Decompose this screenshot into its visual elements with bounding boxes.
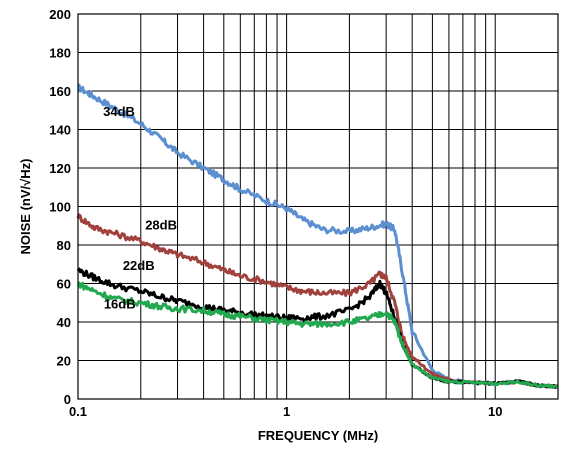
y-tick-label: 180 xyxy=(49,46,71,61)
y-tick-label: 80 xyxy=(57,238,71,253)
y-tick-label: 160 xyxy=(49,84,71,99)
grid-lines xyxy=(77,13,559,400)
x-tick-label: 1 xyxy=(283,404,290,419)
y-tick-label: 20 xyxy=(57,354,71,369)
y-tick-label: 0 xyxy=(64,392,71,407)
series-labels: 34dB 28dB 22dB 16dB xyxy=(103,104,177,312)
y-axis-title: NOISE (nV/√Hz) xyxy=(18,159,33,255)
y-tick-label: 40 xyxy=(57,315,71,330)
plot-frame xyxy=(77,13,559,400)
series-label-28dB: 28dB xyxy=(145,218,177,233)
y-tick-label: 140 xyxy=(49,123,71,138)
y-tick-label: 200 xyxy=(49,7,71,22)
x-axis-title: FREQUENCY (MHz) xyxy=(258,428,378,443)
y-tick-label: 60 xyxy=(57,277,71,292)
y-tick-label: 120 xyxy=(49,161,71,176)
series-label-16dB: 16dB xyxy=(104,297,136,312)
x-tick-label: 0.1 xyxy=(69,404,87,419)
series-label-34dB: 34dB xyxy=(103,104,135,119)
y-tick-label: 100 xyxy=(49,200,71,215)
tick-labels: 0 20 40 60 80 100 120 140 160 180 200 0.1 1 10 xyxy=(49,7,502,419)
series-label-22dB: 22dB xyxy=(123,258,155,273)
series-lines xyxy=(76,83,559,389)
x-tick-label: 10 xyxy=(488,404,502,419)
series-line-16dB xyxy=(77,281,559,389)
